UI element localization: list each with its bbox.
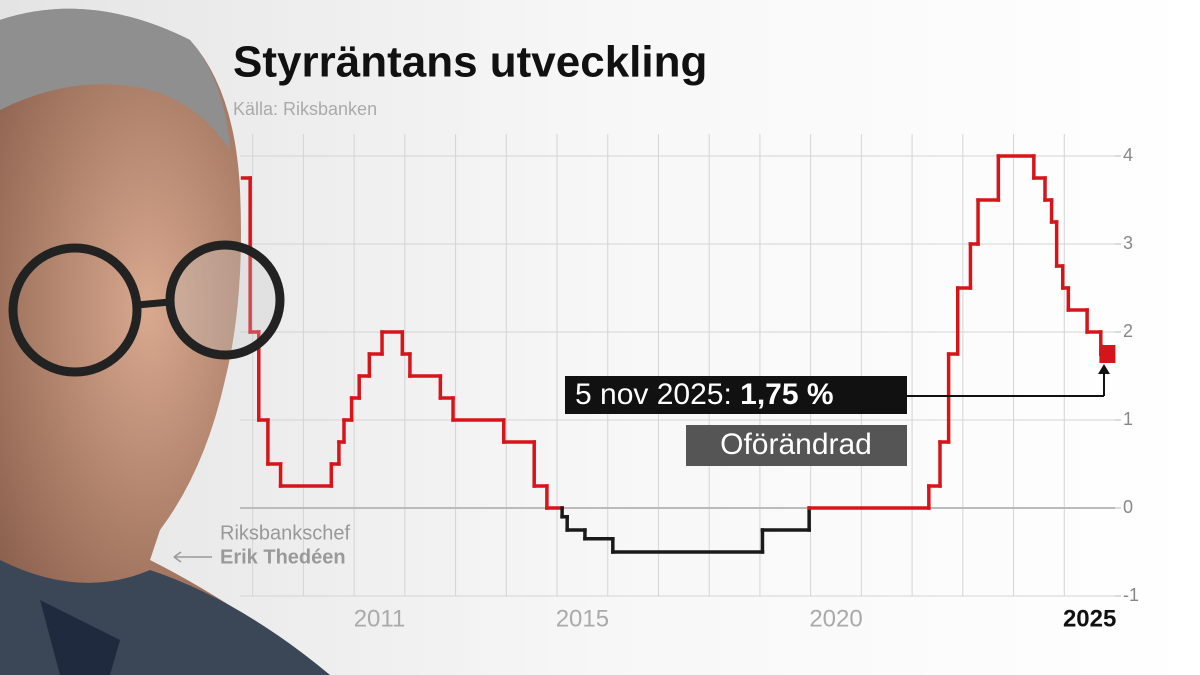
glasses-right [165, 240, 285, 360]
x-tick-label: 2011 [354, 605, 406, 632]
glasses-bridge [136, 298, 171, 309]
y-tick-label: -1 [1123, 585, 1139, 605]
status-box [686, 425, 907, 466]
annotation-arrow [1098, 364, 1110, 374]
chart-title: Styrräntans utveckling [233, 38, 707, 87]
y-tick-label: 3 [1123, 233, 1133, 253]
x-tick-label: 2015 [556, 605, 609, 632]
x-tick-label: 2025 [1063, 605, 1116, 632]
status-label: Oförändrad [720, 428, 872, 461]
person-role: Riksbankschef [220, 522, 351, 544]
hair [0, 8, 230, 150]
annotation: 5 nov 2025: 1,75 % Oförändrad [565, 364, 1110, 466]
portrait [0, 8, 330, 675]
annotation-box [565, 376, 907, 414]
annotation-label: 5 nov 2025: 1,75 % [575, 378, 834, 411]
person-name: Erik Thedéen [220, 546, 346, 568]
y-tick-label: 4 [1123, 145, 1133, 165]
tie [40, 600, 120, 675]
y-tick-label: 0 [1123, 497, 1133, 517]
person-arrow-head [173, 551, 182, 563]
y-tick-label: 1 [1123, 409, 1133, 429]
x-tick-label: 2020 [809, 605, 862, 632]
y-tick-label: 2 [1123, 321, 1133, 341]
current-marker [1099, 345, 1116, 363]
annotation-date: 5 nov 2025: [575, 378, 732, 411]
plot-area: -1 0 1 2 3 4 2011 2015 2020 2025 [240, 134, 1139, 632]
annotation-value: 1,75 % [740, 378, 833, 411]
chart-subtitle: Källa: Riksbanken [233, 99, 377, 119]
glasses-left [8, 243, 142, 377]
face [0, 8, 330, 675]
